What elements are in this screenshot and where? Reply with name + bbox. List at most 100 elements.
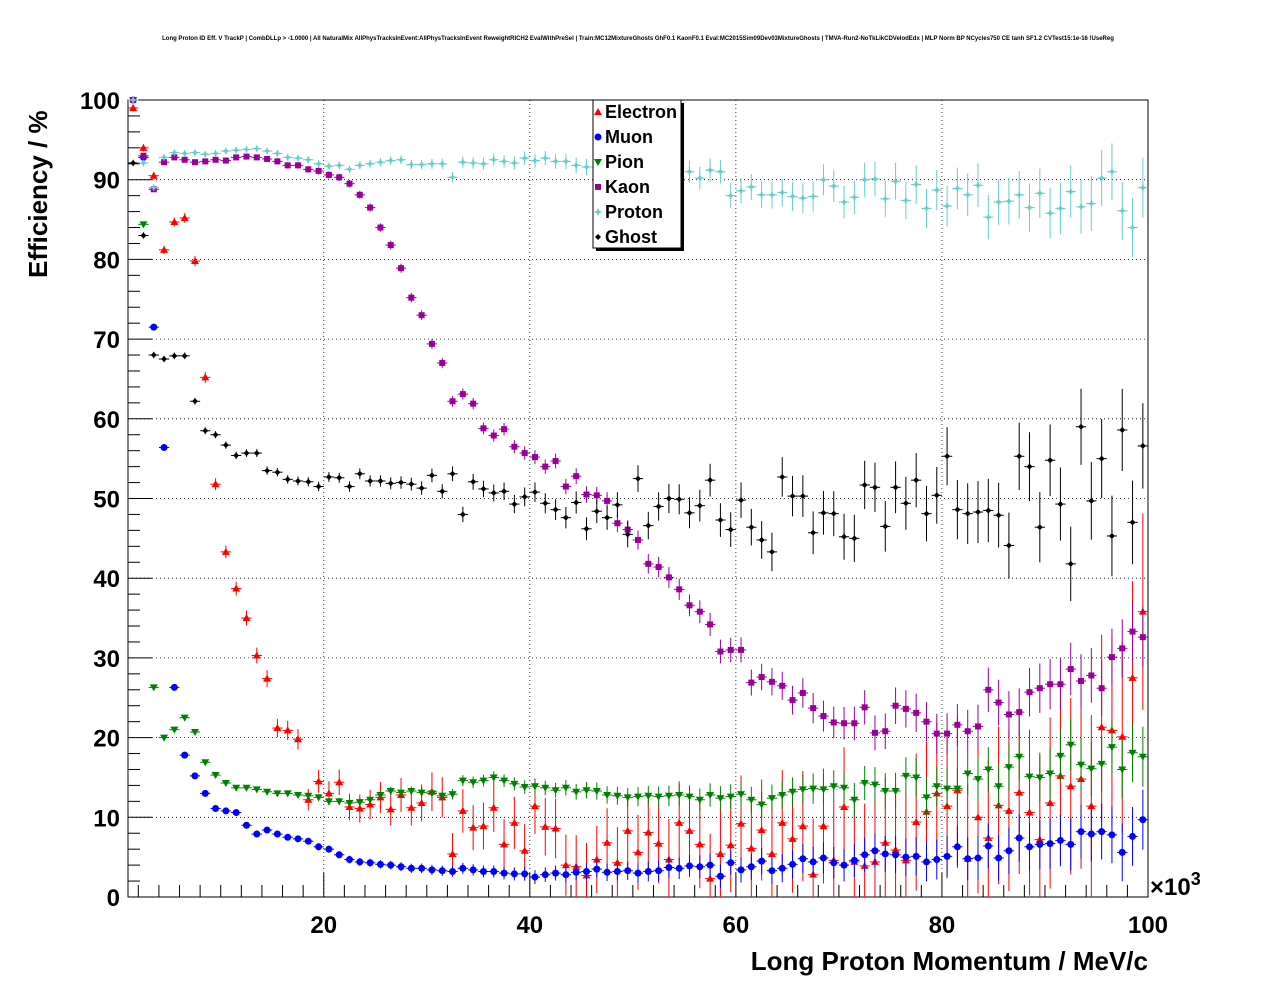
muon-marker xyxy=(953,843,961,851)
proton-marker xyxy=(912,180,921,189)
ghost-point xyxy=(313,481,324,492)
ghost-point xyxy=(200,427,211,435)
pion-point xyxy=(179,714,190,722)
muon-marker xyxy=(995,854,1003,862)
kaon-point xyxy=(704,612,716,637)
proton-point xyxy=(983,194,994,240)
ghost-marker xyxy=(191,398,198,405)
muon-point xyxy=(581,863,592,880)
ghost-marker xyxy=(665,495,672,502)
proton-point xyxy=(395,155,407,165)
muon-marker xyxy=(644,867,652,875)
proton-marker xyxy=(520,154,529,163)
muon-point xyxy=(179,751,190,759)
electron-point xyxy=(210,478,221,491)
proton-marker xyxy=(324,162,333,171)
muon-point xyxy=(612,862,623,881)
proton-point xyxy=(468,157,479,169)
ghost-marker xyxy=(150,352,157,359)
proton-marker xyxy=(283,153,292,162)
ghost-marker xyxy=(964,510,971,517)
proton-point xyxy=(406,159,417,170)
pion-point xyxy=(571,783,582,800)
proton-point xyxy=(993,179,1004,225)
ghost-marker xyxy=(1057,501,1064,508)
ghost-point xyxy=(241,449,252,457)
muon-point xyxy=(354,858,365,866)
electron-marker xyxy=(685,826,694,834)
kaon-marker xyxy=(501,426,508,433)
pion-point xyxy=(354,798,365,807)
ghost-marker xyxy=(789,493,796,500)
kaon-marker xyxy=(933,730,940,737)
proton-point xyxy=(1003,177,1015,225)
electron-point xyxy=(478,802,489,850)
pion-marker xyxy=(438,792,447,800)
ghost-point xyxy=(983,478,994,543)
muon-marker xyxy=(449,867,457,875)
ghost-point xyxy=(334,472,345,483)
kaon-point xyxy=(663,567,675,588)
proton-marker xyxy=(273,149,282,158)
pion-point xyxy=(1055,730,1066,782)
electron-point xyxy=(158,245,170,254)
ghost-point xyxy=(674,484,685,515)
muon-marker xyxy=(150,323,158,331)
muon-point xyxy=(684,854,695,877)
kaon-point xyxy=(766,668,778,696)
kaon-point xyxy=(323,171,335,179)
muon-point xyxy=(406,863,417,873)
muon-marker xyxy=(500,869,508,877)
ghost-point xyxy=(1044,424,1056,497)
electron-marker xyxy=(469,823,478,831)
kaon-marker xyxy=(748,679,755,686)
muon-point xyxy=(519,867,530,881)
proton-point xyxy=(735,178,747,204)
kaon-point xyxy=(1065,642,1076,696)
proton-point xyxy=(684,160,695,183)
kaon-point xyxy=(1086,648,1097,703)
legend-item-proton: Proton xyxy=(594,202,663,222)
electron-marker xyxy=(190,256,199,264)
electron-marker xyxy=(654,839,663,847)
ghost-point xyxy=(684,497,695,529)
pion-point xyxy=(715,786,726,811)
electron-marker xyxy=(551,824,560,832)
proton-point xyxy=(725,183,736,208)
ghost-marker xyxy=(346,483,353,490)
ghost-marker xyxy=(707,477,714,484)
pion-point xyxy=(993,763,1004,809)
electron-marker xyxy=(716,849,725,857)
kaon-point xyxy=(787,685,798,715)
proton-marker xyxy=(881,194,890,203)
ghost-marker xyxy=(1098,455,1105,462)
muon-marker xyxy=(510,870,518,878)
kaon-marker xyxy=(902,705,909,712)
proton-point xyxy=(251,144,262,153)
ghost-marker xyxy=(717,517,724,524)
pion-point xyxy=(158,734,170,742)
ghost-point xyxy=(808,511,819,555)
proton-point xyxy=(900,181,912,220)
muon-point xyxy=(869,833,881,869)
ghost-marker xyxy=(459,511,466,518)
kaon-point xyxy=(334,173,345,181)
pion-point xyxy=(591,782,602,800)
ghost-point xyxy=(375,475,386,487)
electron-point xyxy=(550,798,561,859)
y-tick-label: 30 xyxy=(93,646,120,673)
ghost-point xyxy=(921,485,932,542)
kaon-marker xyxy=(1108,654,1115,661)
proton-marker xyxy=(541,154,550,163)
legend: Electron Muon Pion Kaon Proton Ghost xyxy=(592,99,684,251)
ghost-point xyxy=(1086,462,1097,540)
pion-point xyxy=(828,770,839,803)
electron-marker xyxy=(1025,808,1034,816)
ghost-point xyxy=(601,505,613,530)
proton-marker xyxy=(1035,189,1044,198)
proton-marker xyxy=(561,157,570,166)
ghost-point xyxy=(632,465,644,492)
proton-point xyxy=(241,145,252,154)
electron-point xyxy=(169,217,180,227)
electron-marker xyxy=(211,480,220,488)
